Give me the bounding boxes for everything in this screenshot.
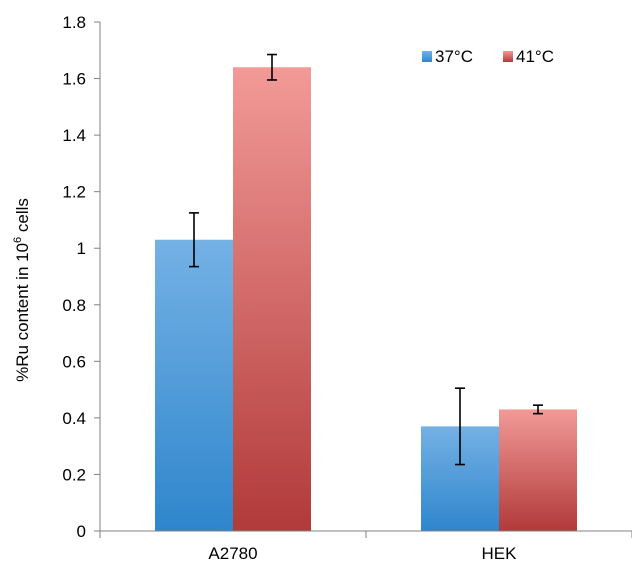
legend-swatch xyxy=(503,51,513,62)
x-axis-ticks: A2780 HEK xyxy=(99,531,632,563)
legend: 37°C 41°C xyxy=(422,47,554,66)
y-axis-ticks: 0 0.2 0.4 0.6 0.8 1 1.2 1.4 1.6 1.8 xyxy=(62,13,100,541)
error-bar xyxy=(533,404,543,415)
error-bars xyxy=(189,53,543,466)
y-tick-label: 0.4 xyxy=(62,409,86,428)
bar xyxy=(499,409,577,531)
bar xyxy=(155,239,233,531)
y-tick-label: 0.8 xyxy=(62,296,86,315)
y-tick-label: 1 xyxy=(77,239,86,258)
error-bar xyxy=(455,387,465,466)
y-tick-label: 1.2 xyxy=(62,183,86,202)
y-tick-label: 1.4 xyxy=(62,126,86,145)
y-axis-title: %Ru content in 106 cells xyxy=(12,198,32,382)
legend-label: 41°C xyxy=(516,47,554,66)
error-bar xyxy=(189,212,199,268)
y-tick-label: 0.2 xyxy=(62,465,86,484)
bars xyxy=(155,67,577,531)
y-tick-label: 1.8 xyxy=(62,13,86,32)
error-bar xyxy=(267,53,277,81)
legend-label: 37°C xyxy=(435,47,473,66)
category-label: A2780 xyxy=(208,544,257,563)
y-tick-label: 1.6 xyxy=(62,70,86,89)
y-tick-label: 0.6 xyxy=(62,352,86,371)
y-tick-label: 0 xyxy=(77,522,86,541)
bar xyxy=(233,67,311,531)
category-label: HEK xyxy=(482,544,518,563)
legend-swatch xyxy=(422,51,432,62)
